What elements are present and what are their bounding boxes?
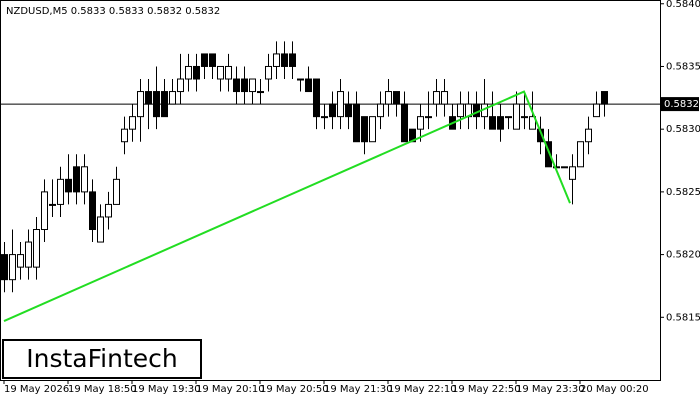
x-tick-label: 19 May 18:50 [68, 384, 137, 395]
x-tick-label: 19 May 23:30 [516, 384, 585, 395]
candle-body [313, 78, 320, 118]
candle-body [345, 103, 352, 118]
y-tick-label: 0.5840 [666, 0, 700, 10]
candle-body [169, 91, 176, 105]
candle-body [497, 116, 504, 130]
x-tick-label: 19 May 19:30 [132, 384, 201, 395]
price-label-box [661, 97, 699, 112]
candle-body [185, 65, 192, 80]
candle-body [577, 141, 584, 168]
candle-body [89, 191, 96, 231]
candle-body [193, 65, 200, 80]
current-price-label: 0.5832 [664, 99, 699, 110]
x-tick-label: 19 May 2026 [4, 384, 69, 395]
candle-body [241, 78, 248, 93]
candle-body [329, 103, 336, 118]
candle-body [129, 116, 136, 130]
candle-body [217, 65, 224, 80]
candle-body [249, 78, 256, 93]
y-tick-label: 0.5835 [666, 61, 700, 72]
candle-body [201, 53, 208, 67]
y-tick-label: 0.5815 [666, 312, 700, 323]
candle-body [593, 103, 600, 118]
candle-body [209, 53, 216, 67]
candle-body [337, 91, 344, 118]
candle-body [529, 116, 536, 130]
x-tick-label: 19 May 22:50 [452, 384, 521, 395]
candle-body [65, 178, 72, 193]
candle-body [361, 116, 368, 143]
candle-body [81, 166, 88, 193]
candle-body [281, 53, 288, 67]
candle-body [25, 241, 32, 268]
candle-body [369, 116, 376, 143]
candle-body [1, 254, 8, 281]
candle-body [489, 116, 496, 130]
candle-body [17, 254, 24, 268]
candle-body [225, 65, 232, 80]
candle-body [401, 103, 408, 143]
candle-body [33, 229, 40, 268]
candle-body [417, 116, 424, 130]
candle-body [161, 91, 168, 118]
candle-body [321, 116, 328, 119]
candle-body [49, 203, 56, 206]
candle-body [153, 91, 160, 118]
x-tick-label: 19 May 20:50 [260, 384, 329, 395]
candle-body [105, 203, 112, 218]
x-tick-label: 20 May 00:20 [580, 384, 649, 395]
candle-body [569, 166, 576, 180]
candle-body [441, 91, 448, 105]
x-tick-label: 19 May 21:30 [324, 384, 393, 395]
logo: InstaFintech [26, 344, 178, 373]
x-tick-label: 19 May 20:10 [196, 384, 265, 395]
candle-body [145, 91, 152, 105]
candle-body [97, 216, 104, 243]
candle-body [177, 78, 184, 93]
candle-body [585, 128, 592, 143]
candle-body [233, 78, 240, 93]
candle-body [425, 116, 432, 119]
candle-body [265, 65, 272, 80]
y-tick-label: 0.5830 [666, 124, 700, 135]
y-tick-label: 0.5820 [666, 250, 700, 261]
candle-body [9, 254, 16, 281]
candle-body [545, 141, 552, 168]
candle-body [57, 178, 64, 205]
logo-box [2, 339, 202, 379]
plot-frame [0, 0, 661, 381]
chart-title: NZDUSD,M5 0.5833 0.5833 0.5832 0.5832 [6, 6, 220, 17]
candle-body [601, 91, 608, 105]
pattern-line [3, 90, 571, 322]
candle-body [137, 91, 144, 118]
candle-body [41, 191, 48, 231]
candle-body [289, 53, 296, 67]
candle-body [273, 53, 280, 67]
candle-body [393, 91, 400, 105]
y-tick-label: 0.5825 [666, 187, 700, 198]
candle-body [121, 128, 128, 143]
x-tick-label: 19 May 22:10 [388, 384, 457, 395]
candle-body [377, 103, 384, 118]
candle-body [257, 91, 264, 94]
candle-body [521, 116, 528, 119]
candle-body [457, 103, 464, 118]
candle-body [505, 116, 512, 119]
candle-body [353, 103, 360, 143]
candle-body [385, 91, 392, 105]
candle-body [513, 103, 520, 130]
candle-body [297, 78, 304, 81]
candle-body [433, 91, 440, 105]
candle-body [305, 78, 312, 93]
candle-body [73, 166, 80, 193]
candle-body [473, 103, 480, 118]
candle-body [113, 178, 120, 205]
candle-body [561, 166, 568, 169]
